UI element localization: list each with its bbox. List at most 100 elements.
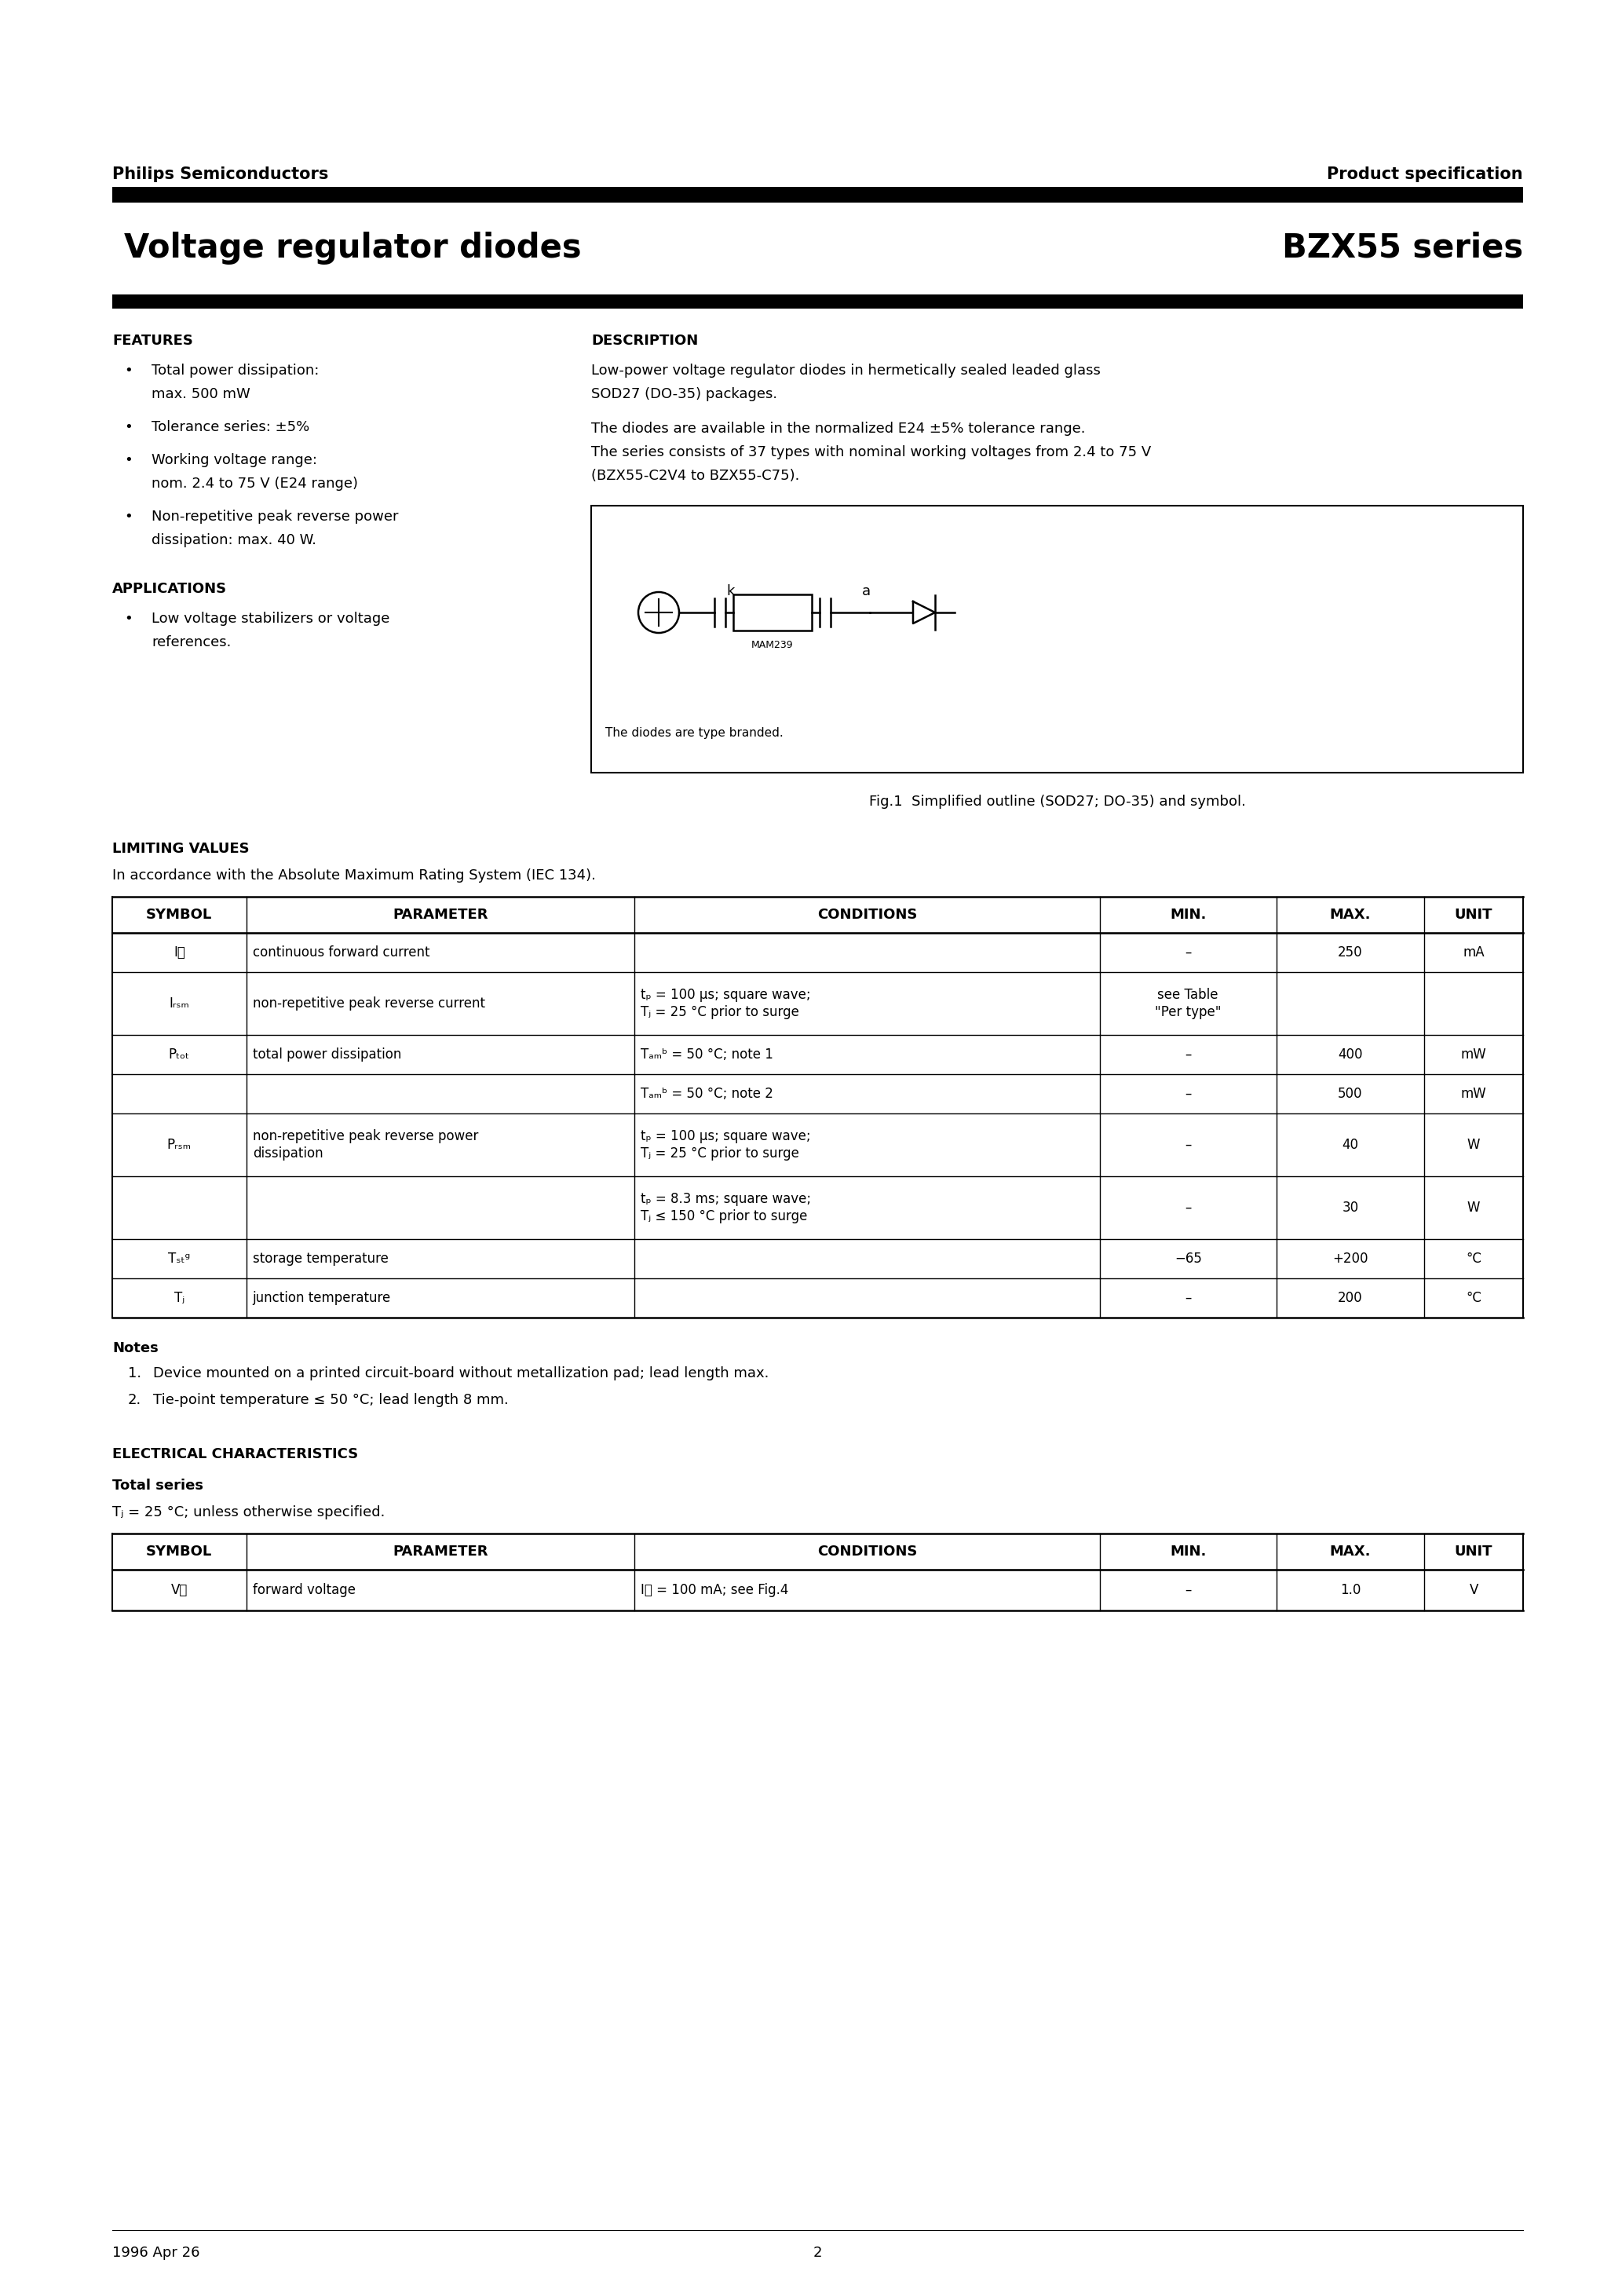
Text: –: –	[1184, 1582, 1191, 1598]
Text: •: •	[123, 510, 133, 523]
Text: Iᵣₛₘ: Iᵣₛₘ	[169, 996, 190, 1010]
Text: CONDITIONS: CONDITIONS	[817, 1545, 916, 1559]
Text: LIMITING VALUES: LIMITING VALUES	[112, 843, 250, 856]
Text: The diodes are type branded.: The diodes are type branded.	[605, 728, 783, 739]
Text: mW: mW	[1461, 1086, 1486, 1100]
Text: –: –	[1184, 946, 1191, 960]
Text: storage temperature: storage temperature	[253, 1251, 388, 1265]
Text: (BZX55-C2V4 to BZX55-C75).: (BZX55-C2V4 to BZX55-C75).	[590, 468, 800, 482]
Text: Tie-point temperature ≤ 50 °C; lead length 8 mm.: Tie-point temperature ≤ 50 °C; lead leng…	[152, 1394, 509, 1407]
Circle shape	[639, 592, 680, 634]
Text: °C: °C	[1466, 1290, 1481, 1304]
Text: –: –	[1184, 1086, 1191, 1100]
Text: MAM239: MAM239	[751, 641, 793, 650]
Text: nom. 2.4 to 75 V (E24 range): nom. 2.4 to 75 V (E24 range)	[151, 478, 358, 491]
Text: forward voltage: forward voltage	[253, 1582, 355, 1598]
Text: PARAMETER: PARAMETER	[393, 907, 488, 923]
Text: Low-power voltage regulator diodes in hermetically sealed leaded glass: Low-power voltage regulator diodes in he…	[590, 363, 1101, 379]
Text: In accordance with the Absolute Maximum Rating System (IEC 134).: In accordance with the Absolute Maximum …	[112, 868, 595, 882]
Text: –: –	[1184, 1139, 1191, 1153]
Text: Fig.1  Simplified outline (SOD27; DO-35) and symbol.: Fig.1 Simplified outline (SOD27; DO-35) …	[869, 794, 1246, 808]
Text: Notes: Notes	[112, 1341, 159, 1355]
Text: 1.: 1.	[128, 1366, 141, 1380]
Text: •: •	[123, 363, 133, 379]
Text: V₟: V₟	[170, 1582, 188, 1598]
Text: APPLICATIONS: APPLICATIONS	[112, 581, 227, 597]
Text: °C: °C	[1466, 1251, 1481, 1265]
Bar	[112, 294, 1523, 308]
Text: continuous forward current: continuous forward current	[253, 946, 430, 960]
Text: Voltage regulator diodes: Voltage regulator diodes	[123, 232, 581, 264]
Text: mA: mA	[1463, 946, 1484, 960]
Text: total power dissipation: total power dissipation	[253, 1047, 401, 1061]
Text: Philips Semiconductors: Philips Semiconductors	[112, 168, 329, 181]
Text: The series consists of 37 types with nominal working voltages from 2.4 to 75 V: The series consists of 37 types with nom…	[590, 445, 1152, 459]
Text: Tₐₘᵇ = 50 °C; note 2: Tₐₘᵇ = 50 °C; note 2	[641, 1086, 774, 1100]
Text: 1996 Apr 26: 1996 Apr 26	[112, 2245, 200, 2259]
Text: 200: 200	[1338, 1290, 1362, 1304]
Text: Tₛₜᵍ: Tₛₜᵍ	[169, 1251, 190, 1265]
Text: W: W	[1468, 1201, 1481, 1215]
Text: UNIT: UNIT	[1455, 1545, 1492, 1559]
Text: Pᵣₛₘ: Pᵣₛₘ	[167, 1139, 191, 1153]
Text: max. 500 mW: max. 500 mW	[151, 388, 250, 402]
Text: k: k	[727, 583, 735, 599]
Text: MAX.: MAX.	[1330, 907, 1371, 923]
Text: BZX55 series: BZX55 series	[1281, 232, 1523, 264]
Text: SYMBOL: SYMBOL	[146, 907, 212, 923]
Text: Tₐₘᵇ = 50 °C; note 1: Tₐₘᵇ = 50 °C; note 1	[641, 1047, 774, 1061]
Bar	[733, 595, 811, 631]
Text: 30: 30	[1341, 1201, 1359, 1215]
Text: junction temperature: junction temperature	[253, 1290, 391, 1304]
Text: •: •	[123, 420, 133, 434]
Text: MAX.: MAX.	[1330, 1545, 1371, 1559]
Text: SYMBOL: SYMBOL	[146, 1545, 212, 1559]
Text: Low voltage stabilizers or voltage: Low voltage stabilizers or voltage	[151, 611, 389, 627]
Text: Total series: Total series	[112, 1479, 203, 1492]
Text: Tⱼ: Tⱼ	[174, 1290, 185, 1304]
Text: ELECTRICAL CHARACTERISTICS: ELECTRICAL CHARACTERISTICS	[112, 1446, 358, 1460]
Text: tₚ = 100 μs; square wave;
Tⱼ = 25 °C prior to surge: tₚ = 100 μs; square wave; Tⱼ = 25 °C pri…	[641, 1130, 811, 1162]
Text: I₟ = 100 mA; see Fig.4: I₟ = 100 mA; see Fig.4	[641, 1582, 788, 1598]
Text: MIN.: MIN.	[1169, 907, 1207, 923]
Text: 500: 500	[1338, 1086, 1362, 1100]
Text: 40: 40	[1341, 1139, 1359, 1153]
Text: –: –	[1184, 1201, 1191, 1215]
Text: I₟: I₟	[174, 946, 185, 960]
Text: −65: −65	[1174, 1251, 1202, 1265]
Bar	[112, 186, 1523, 202]
Text: non-repetitive peak reverse power
dissipation: non-repetitive peak reverse power dissip…	[253, 1130, 478, 1162]
Text: MIN.: MIN.	[1169, 1545, 1207, 1559]
Text: Tⱼ = 25 °C; unless otherwise specified.: Tⱼ = 25 °C; unless otherwise specified.	[112, 1506, 384, 1520]
Text: Device mounted on a printed circuit-board without metallization pad; lead length: Device mounted on a printed circuit-boar…	[152, 1366, 769, 1380]
Text: non-repetitive peak reverse current: non-repetitive peak reverse current	[253, 996, 485, 1010]
Text: V: V	[1470, 1582, 1478, 1598]
Text: tₚ = 8.3 ms; square wave;
Tⱼ ≤ 150 °C prior to surge: tₚ = 8.3 ms; square wave; Tⱼ ≤ 150 °C pr…	[641, 1192, 811, 1224]
Text: The diodes are available in the normalized E24 ±5% tolerance range.: The diodes are available in the normaliz…	[590, 422, 1085, 436]
Text: references.: references.	[151, 636, 230, 650]
Text: –: –	[1184, 1290, 1191, 1304]
Text: UNIT: UNIT	[1455, 907, 1492, 923]
Text: 1.0: 1.0	[1340, 1582, 1361, 1598]
Text: 2: 2	[813, 2245, 822, 2259]
Text: SOD27 (DO-35) packages.: SOD27 (DO-35) packages.	[590, 388, 777, 402]
Text: PARAMETER: PARAMETER	[393, 1545, 488, 1559]
Text: W: W	[1468, 1139, 1481, 1153]
Text: +200: +200	[1332, 1251, 1367, 1265]
Text: Tolerance series: ±5%: Tolerance series: ±5%	[151, 420, 310, 434]
Text: see Table
"Per type": see Table "Per type"	[1155, 987, 1221, 1019]
Bar	[590, 505, 1523, 774]
Text: tₚ = 100 μs; square wave;
Tⱼ = 25 °C prior to surge: tₚ = 100 μs; square wave; Tⱼ = 25 °C pri…	[641, 987, 811, 1019]
Text: Total power dissipation:: Total power dissipation:	[151, 363, 320, 379]
Text: Pₜₒₜ: Pₜₒₜ	[169, 1047, 190, 1061]
Text: FEATURES: FEATURES	[112, 333, 193, 349]
Text: 250: 250	[1338, 946, 1362, 960]
Text: DESCRIPTION: DESCRIPTION	[590, 333, 697, 349]
Text: dissipation: max. 40 W.: dissipation: max. 40 W.	[151, 533, 316, 546]
Text: •: •	[123, 611, 133, 627]
Text: Product specification: Product specification	[1327, 168, 1523, 181]
Text: a: a	[861, 583, 871, 599]
Text: Working voltage range:: Working voltage range:	[151, 452, 318, 466]
Text: 2.: 2.	[128, 1394, 141, 1407]
Text: mW: mW	[1461, 1047, 1486, 1061]
